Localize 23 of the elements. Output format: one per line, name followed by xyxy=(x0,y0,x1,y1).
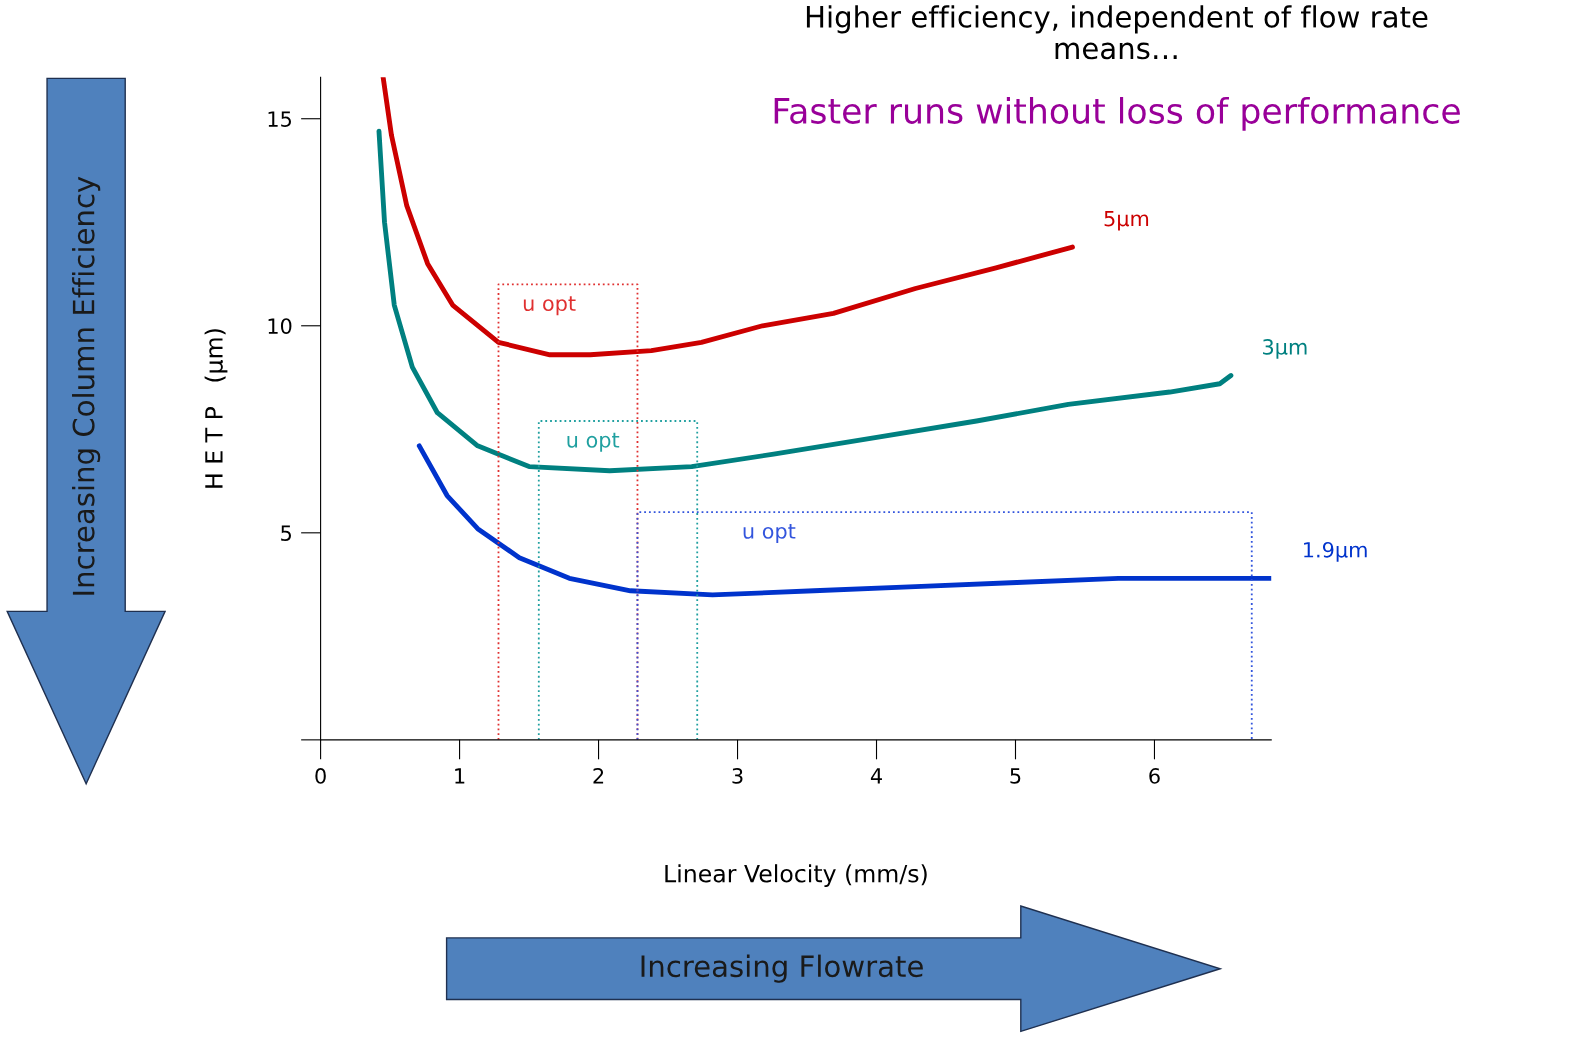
text: Faster runs without loss of performance xyxy=(774,97,1460,131)
annotation: u opt xyxy=(567,432,620,452)
series-label: 5μm xyxy=(1104,210,1149,231)
y-tick-label: 5 xyxy=(281,525,291,542)
chart-title: Higher efficiency, independent of flow rate means… xyxy=(806,5,1428,60)
x-axis-title: Linear Velocity (mm/s) xyxy=(665,864,927,888)
y-axis-title: H E T P (μm) xyxy=(204,329,228,488)
series-label: 1.9μm xyxy=(1304,541,1367,562)
series-label: 3μm xyxy=(1263,339,1307,359)
y-tick-label: 15 xyxy=(268,111,291,127)
x-tick-label: 2 xyxy=(593,768,604,784)
x-tick-label: 6 xyxy=(1149,768,1160,784)
text: Increasing Flowrate xyxy=(641,954,923,983)
x-tick-label: 5 xyxy=(1010,768,1021,784)
x-tick-label: 4 xyxy=(870,768,882,784)
x-tick-label: 0 xyxy=(315,768,326,784)
line-series xyxy=(376,128,1234,474)
y-tick-label: 10 xyxy=(268,318,292,334)
text: Increasing Column Efficiency xyxy=(72,176,101,595)
annotation: u opt xyxy=(743,523,796,543)
annotation: u opt xyxy=(523,296,576,316)
x-tick-label: 1 xyxy=(455,768,465,784)
x-tick-label: 3 xyxy=(732,768,743,784)
